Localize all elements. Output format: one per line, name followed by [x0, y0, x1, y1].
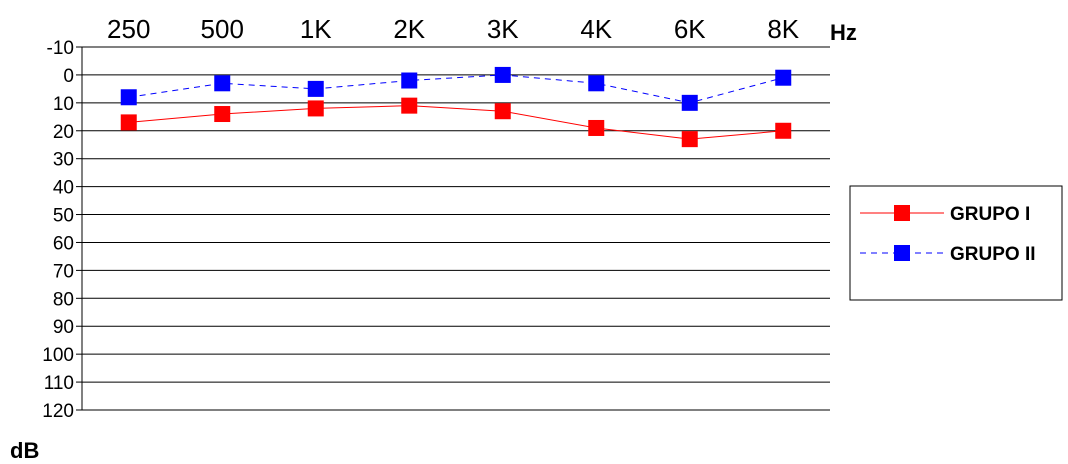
x-tick-label: 1K — [300, 14, 332, 44]
y-tick-label: 70 — [53, 261, 74, 282]
data-point-marker — [775, 122, 792, 139]
x-tick-label: 250 — [107, 14, 150, 44]
x-unit-label: Hz — [830, 20, 857, 45]
data-point-marker — [681, 94, 698, 111]
data-point-marker — [588, 75, 605, 92]
data-point-marker — [401, 72, 418, 89]
y-tick-label: 80 — [53, 289, 74, 310]
y-tick-label: -10 — [47, 38, 74, 59]
y-tick-label: 110 — [44, 373, 74, 394]
legend-label: GRUPO II — [950, 244, 1036, 265]
y-tick-label: 100 — [42, 345, 74, 366]
data-point-marker — [494, 103, 511, 120]
y-tick-label: 0 — [63, 66, 74, 87]
y-axis: -10 0 10 20 30 40 50 60 70 80 90 100 110 120 — [42, 38, 83, 422]
y-tick-label: 50 — [53, 206, 74, 227]
y-tick-label: 40 — [53, 178, 74, 199]
y-tick-label: 60 — [53, 233, 74, 254]
legend-marker-swatch — [894, 245, 910, 261]
x-tick-label: 3K — [487, 14, 519, 44]
series-line — [128, 74, 784, 104]
x-tick-label: 6K — [674, 14, 706, 44]
x-tick-labels: 250 500 1K 2K 3K 4K 6K 8K — [107, 14, 800, 44]
x-tick-label: 8K — [767, 14, 799, 44]
series-1 — [120, 97, 792, 148]
data-point-marker — [307, 100, 324, 117]
legend: GRUPO I GRUPO II — [849, 185, 1063, 301]
data-point-marker — [214, 75, 231, 92]
data-point-marker — [401, 97, 418, 114]
x-tick-label: 500 — [201, 14, 244, 44]
data-point-marker — [214, 106, 231, 123]
x-tick-label: 4K — [580, 14, 612, 44]
data-point-marker — [775, 69, 792, 86]
data-point-marker — [120, 89, 137, 106]
gridlines — [82, 46, 830, 411]
data-point-marker — [307, 80, 324, 97]
series-lines — [120, 66, 792, 148]
legend-label: GRUPO I — [950, 204, 1030, 225]
series-line — [128, 105, 784, 140]
y-unit-label: dB — [10, 438, 39, 463]
y-tick-label: 120 — [42, 401, 74, 422]
legend-box — [849, 185, 1063, 301]
y-tick-label: 90 — [53, 317, 74, 338]
legend-marker-swatch — [894, 205, 910, 221]
series-2 — [120, 66, 792, 111]
x-tick-label: 2K — [393, 14, 425, 44]
y-tick-label: 10 — [53, 94, 74, 115]
data-point-marker — [120, 114, 137, 131]
data-point-marker — [588, 119, 605, 136]
y-tick-label: 30 — [53, 150, 74, 171]
data-point-marker — [681, 131, 698, 148]
data-point-marker — [494, 66, 511, 83]
y-tick-label: 20 — [53, 122, 74, 143]
